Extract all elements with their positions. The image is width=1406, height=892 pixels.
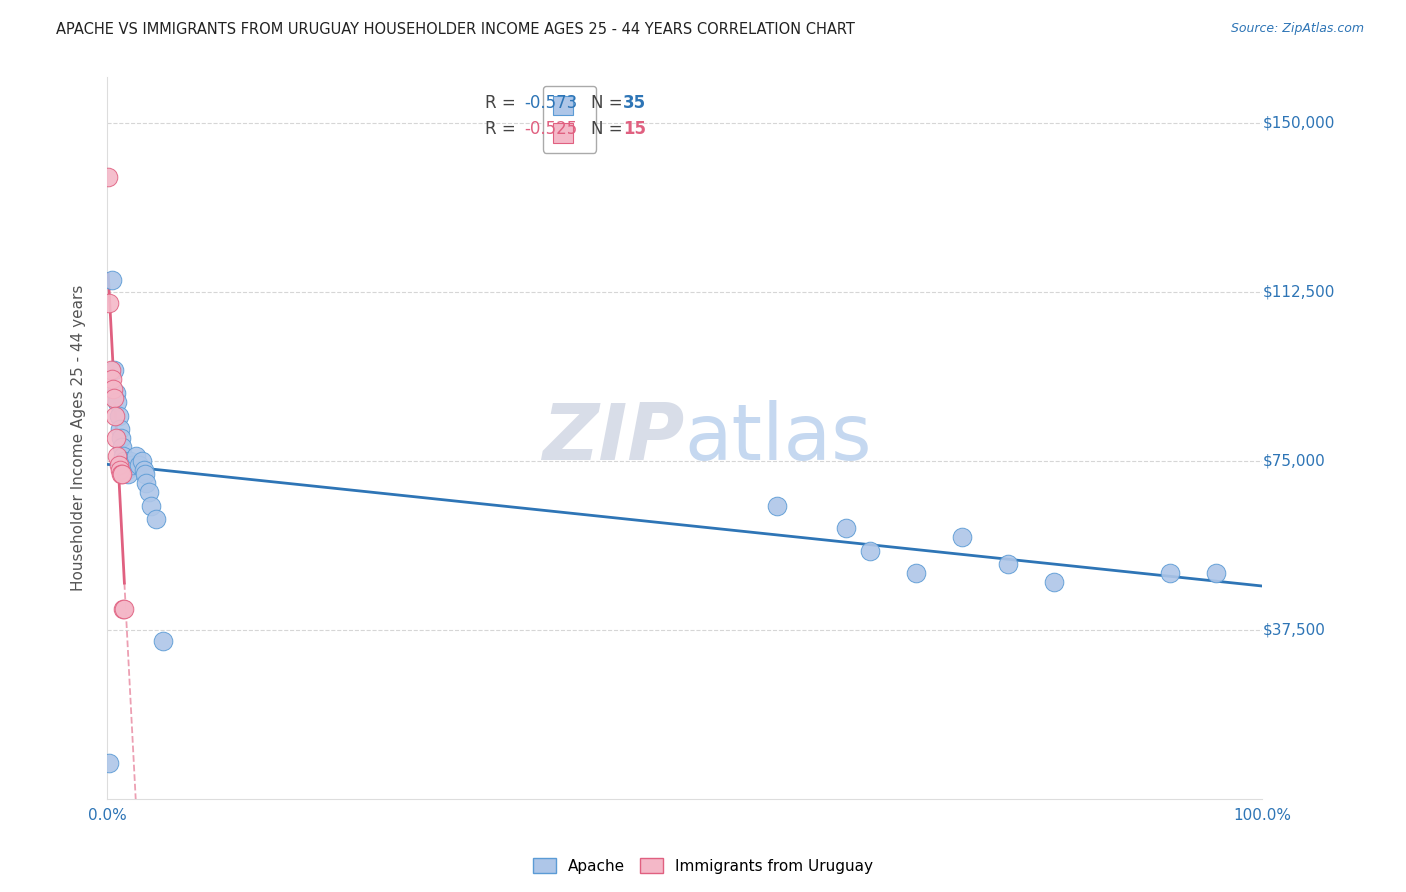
- Text: $75,000: $75,000: [1263, 453, 1324, 468]
- Point: [114, 458, 136, 472]
- Text: $150,000: $150,000: [1263, 115, 1334, 130]
- Point: [108, 422, 131, 436]
- Point: [107, 409, 129, 423]
- Point: [110, 431, 132, 445]
- Point: [107, 449, 129, 463]
- Text: -0.525: -0.525: [524, 120, 578, 138]
- Point: [103, 391, 125, 405]
- Text: APACHE VS IMMIGRANTS FROM URUGUAY HOUSEHOLDER INCOME AGES 25 - 44 YEARS CORRELAT: APACHE VS IMMIGRANTS FROM URUGUAY HOUSEH…: [56, 22, 855, 37]
- Text: N =: N =: [591, 120, 627, 138]
- Point: [1159, 566, 1181, 581]
- Y-axis label: Householder Income Ages 25 - 44 years: Householder Income Ages 25 - 44 years: [72, 285, 86, 591]
- Point: [135, 476, 157, 491]
- Point: [112, 453, 135, 467]
- Point: [101, 382, 124, 396]
- Point: [112, 449, 135, 463]
- Point: [766, 499, 789, 513]
- Text: N =: N =: [591, 94, 627, 112]
- Point: [138, 485, 160, 500]
- Point: [105, 431, 128, 445]
- Legend: , : ,: [543, 86, 596, 153]
- Text: atlas: atlas: [685, 401, 872, 476]
- Point: [112, 602, 135, 616]
- Point: [100, 363, 122, 377]
- Point: [100, 372, 122, 386]
- Text: -0.573: -0.573: [524, 94, 578, 112]
- Point: [100, 273, 122, 287]
- Point: [108, 463, 131, 477]
- Legend: Apache, Immigrants from Uruguay: Apache, Immigrants from Uruguay: [527, 852, 879, 880]
- Point: [105, 386, 128, 401]
- Text: $37,500: $37,500: [1263, 623, 1326, 637]
- Point: [858, 543, 880, 558]
- Text: R =: R =: [485, 120, 522, 138]
- Text: ZIP: ZIP: [543, 401, 685, 476]
- Point: [950, 530, 973, 544]
- Point: [117, 467, 139, 482]
- Point: [835, 521, 858, 535]
- Point: [112, 602, 135, 616]
- Point: [107, 458, 129, 472]
- Point: [98, 296, 121, 310]
- Point: [1205, 566, 1227, 581]
- Point: [103, 363, 125, 377]
- Text: 35: 35: [623, 94, 645, 112]
- Text: $112,500: $112,500: [1263, 284, 1334, 299]
- Point: [104, 409, 127, 423]
- Point: [128, 458, 150, 472]
- Point: [139, 499, 162, 513]
- Text: R =: R =: [485, 94, 522, 112]
- Point: [111, 467, 134, 482]
- Text: 15: 15: [623, 120, 645, 138]
- Point: [1043, 575, 1066, 590]
- Point: [120, 453, 142, 467]
- Point: [110, 467, 132, 482]
- Point: [132, 463, 155, 477]
- Point: [107, 395, 129, 409]
- Point: [121, 458, 143, 472]
- Point: [997, 558, 1019, 572]
- Point: [115, 463, 138, 477]
- Point: [97, 169, 120, 184]
- Point: [904, 566, 927, 581]
- Point: [125, 449, 148, 463]
- Point: [152, 634, 174, 648]
- Point: [145, 512, 167, 526]
- Point: [98, 756, 121, 770]
- Point: [131, 453, 153, 467]
- Point: [134, 467, 156, 482]
- Text: Source: ZipAtlas.com: Source: ZipAtlas.com: [1230, 22, 1364, 36]
- Point: [111, 440, 134, 454]
